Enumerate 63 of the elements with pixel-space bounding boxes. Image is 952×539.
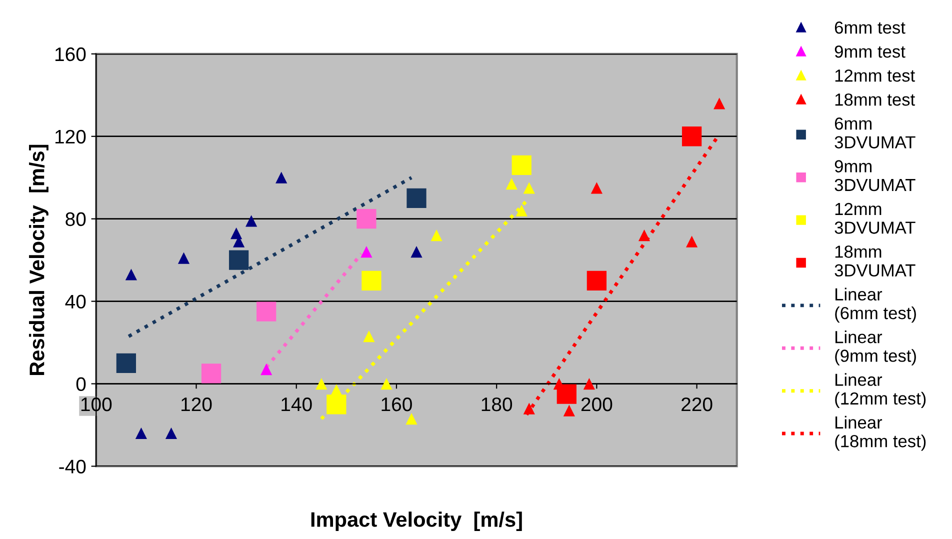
y-tick-label: 120 (55, 130, 86, 144)
x-tick-label: 220 (682, 397, 712, 412)
point (260, 364, 272, 376)
point (638, 230, 650, 242)
point (410, 246, 422, 258)
point (523, 182, 535, 194)
point (363, 330, 375, 342)
point (276, 172, 288, 184)
point (246, 215, 258, 227)
point (230, 227, 242, 240)
point (360, 246, 372, 258)
point (556, 384, 576, 404)
point (682, 126, 702, 146)
point (116, 353, 136, 373)
y-tick-label: 80 (66, 212, 86, 226)
legend-label: 18mm test (835, 93, 915, 106)
legend-label: Linear (9mm test) (835, 330, 916, 366)
y-tick-label: 160 (55, 47, 86, 62)
point (406, 188, 426, 208)
point (516, 204, 528, 216)
point (506, 178, 518, 190)
point (326, 394, 346, 414)
point (178, 252, 190, 264)
point (583, 378, 595, 390)
point (714, 98, 726, 110)
point (380, 378, 392, 390)
legend-label: 12mm 3DVUMAT (834, 202, 916, 234)
point (201, 364, 222, 384)
point (356, 209, 376, 229)
x-tick-label: 180 (482, 397, 512, 412)
legend-label: Linear (18mm test) (835, 416, 926, 451)
point (165, 427, 178, 440)
point (586, 270, 607, 291)
y-tick-label: 40 (65, 294, 86, 309)
legend-label: Linear (12mm test) (835, 373, 926, 408)
legend-label: 6mm 3DVUMAT (834, 117, 916, 148)
legend-label: 9mm test (834, 45, 906, 58)
point (125, 268, 137, 280)
x-axis-title: Impact Velocity [m/s] (311, 512, 522, 532)
y-tick-label: 0 (76, 377, 86, 392)
legend-label: 9mm 3DVUMAT (834, 160, 916, 192)
point (362, 270, 382, 291)
point (512, 155, 532, 176)
point (523, 402, 535, 414)
x-tick-label: 160 (382, 397, 412, 412)
legend-label: 6mm test (834, 21, 906, 34)
y-axis-title: Residual Velocity [m/s] (29, 144, 48, 376)
point (135, 427, 148, 440)
legend-label: 12mm test (835, 69, 915, 82)
point (590, 182, 603, 194)
point (316, 378, 328, 390)
legend-label: Linear (6mm test) (835, 288, 916, 323)
legend-label: 18mm 3DVUMAT (834, 246, 916, 277)
point (430, 230, 442, 242)
y-tick-label: -40 (59, 460, 86, 474)
point (563, 404, 575, 416)
point (256, 302, 276, 322)
point (406, 413, 418, 425)
x-tick-label: 120 (182, 397, 212, 412)
point (686, 236, 698, 248)
x-tick-label: 200 (581, 397, 612, 412)
x-tick-label: 140 (282, 397, 312, 412)
point (228, 250, 249, 270)
